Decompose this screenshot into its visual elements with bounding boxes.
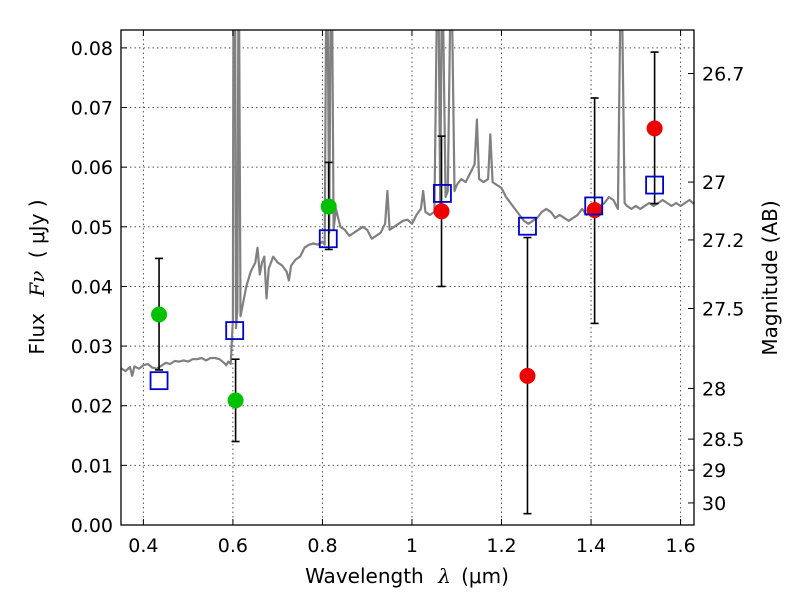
model-photometry-point [225,321,245,340]
y-tick-label: 0.02 [71,396,113,418]
model-spectrum-line [121,30,694,377]
model-photometry-point [433,184,452,203]
x-tick-label: 0.4 [128,535,158,557]
data-points [149,51,665,515]
grid-layer [121,30,694,526]
y2-tick-label: 28.5 [702,429,744,451]
tick-labels: 0.4 0.6 0.8 1 1.2 1.4 1.6 0.00 0.01 0.02 0.03 0.04 0… [71,38,745,557]
x-tick-label: 1 [406,535,418,557]
y2-tick-label: 26.7 [702,64,744,86]
model-photometry-point [149,371,169,391]
x-tick-label: 0.8 [307,535,337,557]
x-tick-label: 1.6 [665,535,695,557]
x-tick-label: 1.4 [576,535,606,557]
y2-tick-label: 27.5 [702,299,744,321]
x-axis-title-text: Wavelength [305,564,424,588]
y-tick-label: 0.08 [71,38,113,60]
y-tick-label: 0.06 [71,157,113,179]
data-point [646,120,663,137]
x-axis-title: Wavelength λ (μm) [305,564,509,588]
data-point [586,202,603,219]
y-tick-label: 0.04 [71,276,113,298]
y-axis-title-symbol: Fν [25,271,49,298]
y-tick-label: 0.03 [71,336,113,358]
tick-marks [121,30,694,526]
y-axis-title: Flux Fν ( μJy ) [25,199,49,354]
model-photometry-point [584,196,604,216]
x-tick-label: 0.6 [218,535,248,557]
y2-axis-title: Magnitude (AB) [758,200,782,355]
x-axis-title-unit: (μm) [461,564,509,588]
y2-tick-label: 27 [702,172,726,194]
model-photometry-point [518,216,537,236]
y-tick-label: 0.05 [71,217,113,239]
model-spectrum [121,30,694,377]
y-axis-title-text: Flux [25,313,49,355]
data-point [519,367,536,384]
y2-tick-label: 29 [702,460,726,482]
x-axis-title-symbol: λ [437,564,451,588]
y-tick-label: 0.00 [71,515,113,537]
y-tick-label: 0.01 [71,455,113,477]
model-photometry-point [645,175,665,195]
data-point [433,203,450,220]
y2-tick-label: 28 [702,378,726,400]
y2-tick-label: 30 [702,493,726,515]
y-axis-title-unit: ( μJy ) [25,199,49,258]
y-tick-label: 0.07 [71,98,113,120]
data-point [151,306,168,323]
data-point [227,392,244,409]
y2-tick-label: 27.2 [702,230,744,252]
plot-frame [120,29,695,526]
model-photometry-point [318,229,338,249]
x-tick-label: 1.2 [486,535,516,557]
data-point [320,198,337,215]
